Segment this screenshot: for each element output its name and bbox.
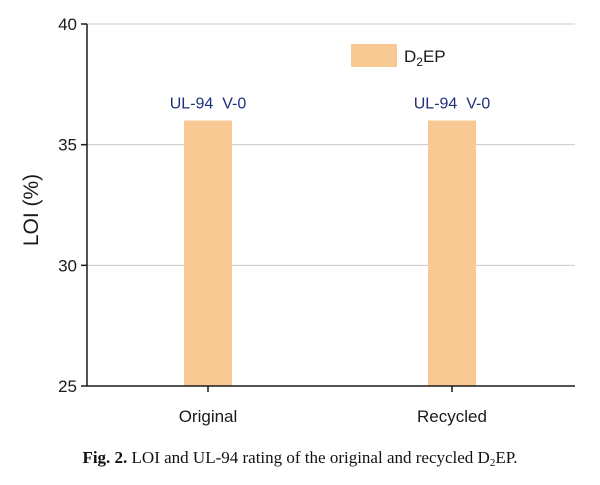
x-tick-label: Original	[179, 407, 238, 426]
caption-text-end: EP.	[495, 448, 518, 467]
y-axis-title: LOI (%)	[20, 174, 43, 246]
y-tick-label: 25	[58, 377, 77, 396]
y-tick-label: 30	[58, 256, 77, 275]
bar-recycled	[428, 120, 476, 387]
caption-label: Fig. 2.	[82, 448, 128, 467]
legend: D2EP	[351, 44, 446, 69]
bar-original	[184, 120, 232, 387]
y-tick-label: 35	[58, 136, 77, 155]
rating-label: UL-94 V-0	[414, 96, 491, 113]
caption-subscript: 2	[489, 457, 496, 469]
rating-label: UL-94 V-0	[170, 96, 247, 113]
caption-text: LOI and UL-94 rating of the original and…	[127, 448, 490, 467]
y-tick-label: 40	[58, 15, 77, 34]
gridlines	[87, 23, 575, 266]
legend-swatch	[351, 44, 397, 67]
y-ticks: 25 30 35 40	[58, 15, 87, 396]
axes	[86, 24, 575, 387]
legend-label: D2EP	[404, 47, 446, 69]
bar-annotations: UL-94 V-0 UL-94 V-0	[170, 96, 491, 113]
x-ticks: Original Recycled	[179, 386, 487, 426]
bar-chart: UL-94 V-0 UL-94 V-0 25 30 35 40 Original Recy…	[20, 15, 575, 426]
bars	[184, 120, 476, 387]
figure-caption: Fig. 2. LOI and UL-94 rating of the orig…	[0, 448, 600, 469]
x-tick-label: Recycled	[417, 407, 487, 426]
